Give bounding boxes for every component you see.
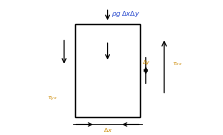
- Text: $\Delta y$: $\Delta y$: [142, 58, 151, 67]
- Text: $\Delta x$: $\Delta x$: [103, 126, 113, 134]
- Text: $\tau_{yx}$: $\tau_{yx}$: [47, 95, 58, 104]
- Text: $\tau_{xx}$: $\tau_{xx}$: [172, 60, 183, 68]
- Text: $\rho g\,\Delta x\Delta y$: $\rho g\,\Delta x\Delta y$: [112, 9, 141, 19]
